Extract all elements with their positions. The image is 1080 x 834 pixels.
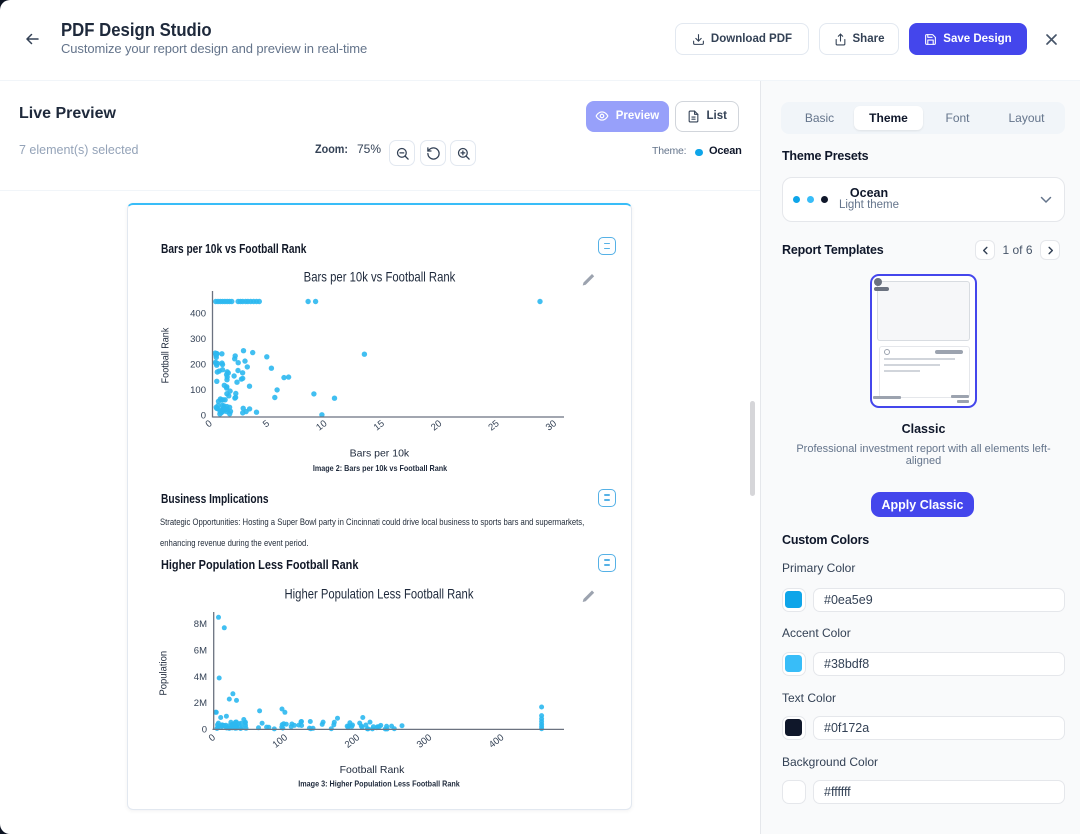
svg-text:4M: 4M: [194, 672, 207, 683]
svg-text:Image 3: Higher Population Les: Image 3: Higher Population Less Football…: [298, 779, 460, 789]
svg-text:20: 20: [429, 418, 444, 433]
svg-text:Bars per 10k vs Football Rank: Bars per 10k vs Football Rank: [304, 269, 456, 285]
svg-text:8M: 8M: [194, 619, 207, 630]
svg-text:Bars per 10k: Bars per 10k: [350, 447, 410, 459]
svg-text:2M: 2M: [194, 698, 207, 709]
svg-text:6M: 6M: [194, 646, 207, 657]
svg-text:400: 400: [190, 309, 206, 320]
svg-text:Football Rank: Football Rank: [160, 328, 172, 384]
svg-text:Football Rank: Football Rank: [340, 764, 406, 776]
svg-text:10: 10: [314, 418, 329, 433]
svg-text:Higher Population Less Footbal: Higher Population Less Football Rank: [285, 586, 474, 601]
svg-text:400: 400: [487, 732, 506, 750]
svg-text:300: 300: [415, 732, 434, 750]
svg-text:0: 0: [207, 732, 218, 744]
svg-text:300: 300: [190, 334, 206, 345]
svg-text:100: 100: [271, 732, 290, 750]
svg-text:Population: Population: [158, 651, 170, 696]
svg-text:0: 0: [202, 725, 207, 736]
svg-text:30: 30: [544, 418, 559, 433]
svg-text:100: 100: [190, 385, 206, 396]
svg-text:Image 2: Bars per 10k vs Footb: Image 2: Bars per 10k vs Football Rank: [313, 463, 448, 473]
svg-text:0: 0: [201, 411, 206, 422]
svg-text:0: 0: [204, 418, 215, 430]
svg-text:5: 5: [261, 418, 272, 430]
svg-text:200: 200: [190, 360, 206, 371]
svg-text:200: 200: [343, 732, 362, 750]
svg-text:15: 15: [372, 418, 387, 433]
svg-text:25: 25: [486, 418, 501, 433]
